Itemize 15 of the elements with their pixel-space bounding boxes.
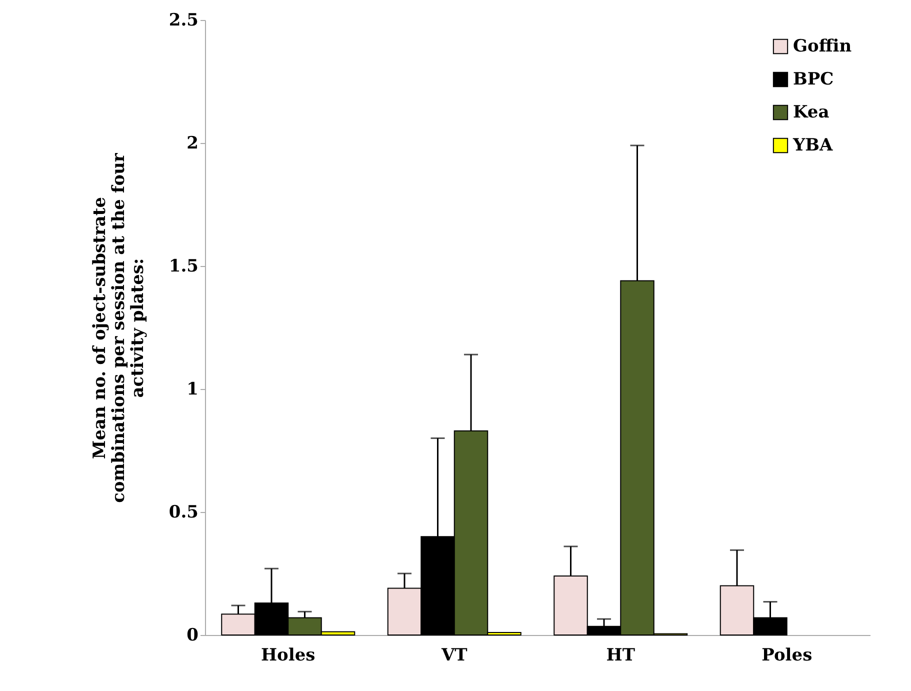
legend-label: Goffin [793,36,852,56]
y-tick-label: 2 [186,134,198,154]
y-tick-label: 2.5 [168,10,198,30]
x-tick-label: HT [606,646,636,666]
legend-label: Kea [793,102,830,122]
y-tick-label: 1 [186,380,198,400]
y-tick-label: 0 [186,626,199,646]
y-tick-label: 0.5 [168,502,198,522]
legend-label: YBA [792,136,834,156]
y-tick-label: 1.5 [168,256,198,276]
y-axis-title: Mean no. of oject-substrate combinations per session at the four activity plates: [90,152,148,503]
x-tick-label: Holes [261,646,316,666]
x-tick-label: VT [440,646,468,666]
x-tick-label: Poles [762,646,812,666]
legend-label: BPC [793,70,834,90]
